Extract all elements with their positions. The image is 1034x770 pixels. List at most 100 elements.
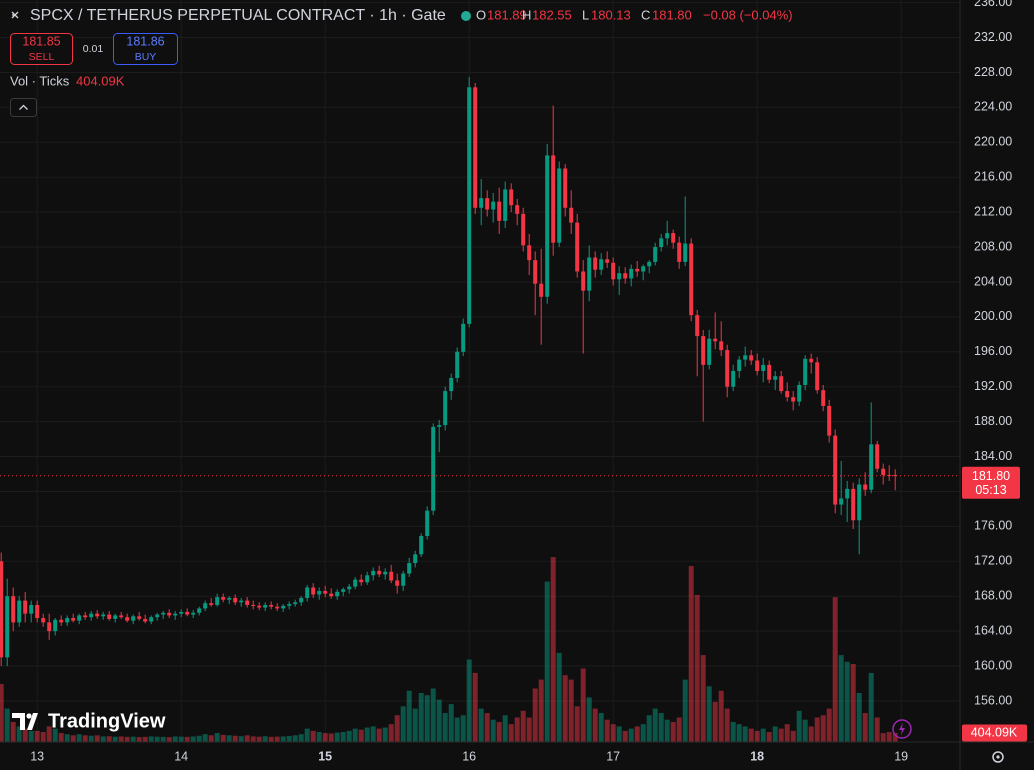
candle-body xyxy=(755,360,760,371)
candle-body xyxy=(23,600,28,614)
volume-bar xyxy=(112,736,118,742)
volume-bar xyxy=(796,710,802,742)
candle-body xyxy=(215,597,220,605)
volume-bar xyxy=(178,736,184,742)
x-tick-label: 17 xyxy=(606,749,620,763)
y-tick-label: 156.00 xyxy=(974,693,1012,707)
y-tick-label: 168.00 xyxy=(974,589,1012,603)
legend-low: 180.13 xyxy=(591,7,631,22)
candle-body xyxy=(647,261,652,267)
candle-body xyxy=(83,615,88,618)
candle-body xyxy=(347,586,352,590)
candle-body xyxy=(689,243,694,316)
candle-body xyxy=(527,245,532,261)
candle-body xyxy=(257,605,262,608)
y-tick-label: 204.00 xyxy=(974,274,1012,288)
candle-body xyxy=(599,259,604,270)
grid xyxy=(0,0,960,742)
candle-body xyxy=(137,616,142,619)
candle-body xyxy=(581,271,586,291)
candle-body xyxy=(725,350,730,387)
volume-bar xyxy=(52,728,58,742)
volume-bar xyxy=(448,704,454,742)
candle-body xyxy=(821,390,826,406)
candle-body xyxy=(143,618,148,622)
x-tick-label: 13 xyxy=(30,749,44,763)
volume-bar xyxy=(394,715,400,742)
candle-body xyxy=(281,605,286,609)
collapse-button[interactable] xyxy=(10,98,37,117)
candle-body xyxy=(875,444,880,469)
candle-body xyxy=(791,397,796,402)
volume-bar xyxy=(820,715,826,742)
y-tick-label: 176.00 xyxy=(974,519,1012,533)
settings-icon[interactable] xyxy=(992,751,1004,763)
volume-bar xyxy=(442,713,448,742)
volume-bar xyxy=(28,730,34,742)
volume-bar xyxy=(532,688,538,742)
candle-body xyxy=(437,425,442,427)
candle-body xyxy=(467,87,472,324)
volume-bar xyxy=(334,732,340,742)
volume-bar xyxy=(586,697,592,742)
candle-body xyxy=(17,600,22,623)
volume-bar xyxy=(46,726,52,742)
candle-body xyxy=(443,391,448,426)
volume-bar xyxy=(388,724,394,742)
volume-bar xyxy=(484,713,490,742)
candle-body xyxy=(341,589,346,592)
candle-body xyxy=(287,604,292,606)
volume-bar xyxy=(316,731,322,742)
volume-bar xyxy=(106,736,112,742)
candle-body xyxy=(479,198,484,208)
volume-bar xyxy=(352,728,358,742)
candle-body xyxy=(389,571,394,581)
volume-bar xyxy=(304,728,310,742)
candle-body xyxy=(629,268,634,279)
candle-body xyxy=(761,364,766,371)
volume-bar xyxy=(358,729,364,742)
volume-bar xyxy=(808,726,814,742)
chart-title: SPCX / TETHERUS PERPETUAL CONTRACT · 1h … xyxy=(30,7,446,24)
volume-bar xyxy=(526,717,532,742)
candle-body xyxy=(887,474,892,476)
candle-body xyxy=(509,189,514,206)
sell-button[interactable] xyxy=(10,33,73,65)
alert-icon[interactable] xyxy=(892,719,912,739)
candle-body xyxy=(539,283,544,297)
volume-bar xyxy=(58,733,64,742)
buy-button[interactable] xyxy=(113,33,178,65)
volume-bar xyxy=(220,734,226,742)
candle-body xyxy=(533,260,538,284)
candle-body xyxy=(557,168,562,243)
volume-bar xyxy=(136,737,142,742)
volume-bar xyxy=(232,735,238,742)
volume-bar xyxy=(238,736,244,742)
candle-body xyxy=(173,613,178,616)
overlay: SPCX / TETHERUS PERPETUAL CONTRACT · 1h … xyxy=(0,7,1027,763)
candle-body xyxy=(857,484,862,521)
volume-bar xyxy=(544,581,550,742)
candle-body xyxy=(233,597,238,603)
volume-bar xyxy=(148,736,154,742)
legend-open-label: O xyxy=(476,7,486,22)
volume-bar xyxy=(430,688,436,742)
volume-bar xyxy=(226,735,232,742)
volume-bar xyxy=(706,686,712,742)
candle-body xyxy=(737,359,742,371)
candle-body xyxy=(641,266,646,272)
volume-bar xyxy=(580,668,586,742)
sell-label: SELL xyxy=(29,51,55,63)
candle-body xyxy=(59,619,64,623)
candle-body xyxy=(413,554,418,564)
volume-bar xyxy=(682,679,688,742)
volume-bar xyxy=(778,728,784,742)
brand-name: TradingView xyxy=(48,710,166,732)
candle-body xyxy=(65,618,70,623)
candle-body xyxy=(671,233,676,243)
candle-body xyxy=(593,257,598,270)
last-volume-label: 404.09K xyxy=(971,725,1018,739)
candle-body xyxy=(707,338,712,365)
